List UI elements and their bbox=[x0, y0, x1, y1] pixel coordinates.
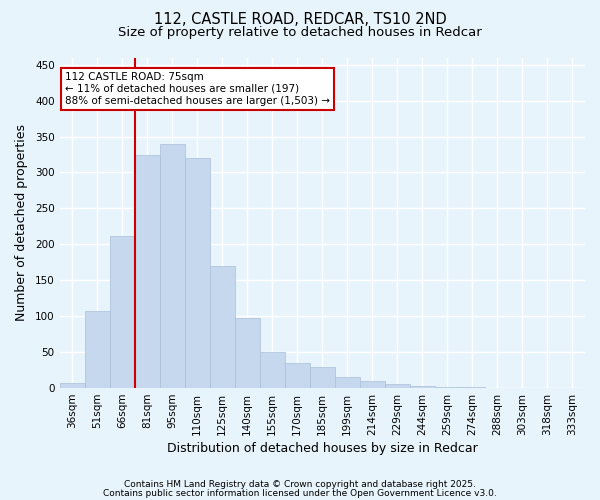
Bar bbox=[134, 154, 160, 388]
Text: 112, CASTLE ROAD, REDCAR, TS10 2ND: 112, CASTLE ROAD, REDCAR, TS10 2ND bbox=[154, 12, 446, 28]
Bar bbox=[410, 386, 435, 388]
X-axis label: Distribution of detached houses by size in Redcar: Distribution of detached houses by size … bbox=[167, 442, 478, 455]
Bar bbox=[335, 378, 360, 388]
Bar bbox=[360, 381, 385, 388]
Bar bbox=[235, 318, 260, 388]
Bar bbox=[260, 352, 285, 388]
Bar bbox=[160, 144, 185, 388]
Y-axis label: Number of detached properties: Number of detached properties bbox=[15, 124, 28, 322]
Bar bbox=[59, 383, 85, 388]
Text: Contains public sector information licensed under the Open Government Licence v3: Contains public sector information licen… bbox=[103, 488, 497, 498]
Bar bbox=[209, 266, 235, 388]
Bar bbox=[185, 158, 209, 388]
Bar bbox=[285, 363, 310, 388]
Text: Contains HM Land Registry data © Crown copyright and database right 2025.: Contains HM Land Registry data © Crown c… bbox=[124, 480, 476, 489]
Text: Size of property relative to detached houses in Redcar: Size of property relative to detached ho… bbox=[118, 26, 482, 39]
Text: 112 CASTLE ROAD: 75sqm
← 11% of detached houses are smaller (197)
88% of semi-de: 112 CASTLE ROAD: 75sqm ← 11% of detached… bbox=[65, 72, 330, 106]
Bar bbox=[85, 311, 110, 388]
Bar bbox=[110, 236, 134, 388]
Bar bbox=[310, 366, 335, 388]
Bar bbox=[385, 384, 410, 388]
